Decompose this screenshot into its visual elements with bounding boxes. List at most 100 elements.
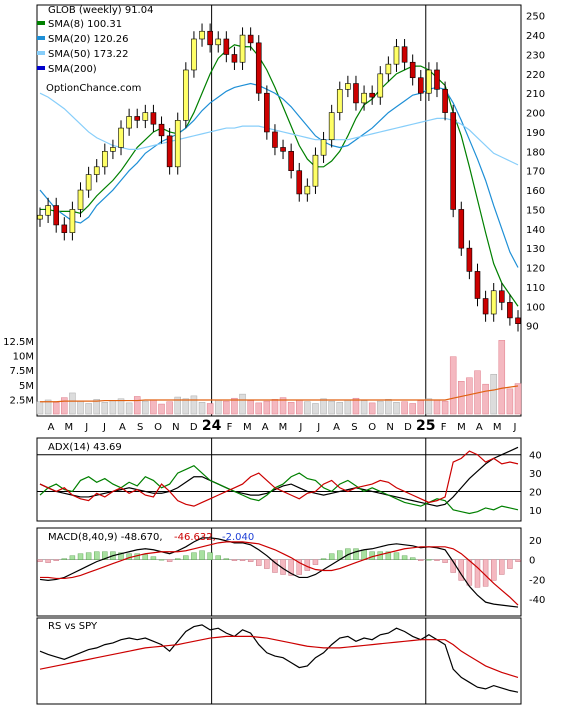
macd-histogram-bar: [272, 559, 278, 573]
candle: [207, 23, 213, 53]
macd-histogram-bar: [175, 558, 181, 560]
candle-down: [458, 209, 465, 249]
volume-bar: [133, 396, 141, 415]
adx-tick-label: 40: [529, 451, 542, 462]
macd-histogram-bar: [158, 559, 165, 561]
macd-histogram-bar: [442, 559, 448, 563]
volume-bar: [125, 402, 133, 415]
volume-bar: [117, 398, 125, 415]
macd-histogram-bar: [150, 556, 157, 560]
macd-histogram-bar: [199, 550, 205, 560]
x-tick-label: N: [386, 422, 393, 433]
candle: [102, 143, 108, 175]
macd-histogram-bar: [320, 558, 327, 560]
volume-bar: [36, 401, 44, 415]
volume-bar: [296, 399, 303, 415]
candle: [361, 85, 367, 111]
candle: [515, 310, 521, 332]
volume-bar: [255, 402, 262, 415]
candle: [409, 54, 416, 86]
macd-histogram-bar: [418, 559, 424, 561]
x-tick-label: F: [227, 422, 233, 433]
macd-histogram-bar: [296, 559, 302, 575]
candle-up: [183, 69, 189, 121]
volume-bar: [44, 399, 52, 415]
macd-histogram-bar: [490, 559, 497, 581]
panel-frames: [36, 4, 522, 705]
price-tick-label: 230: [526, 50, 545, 61]
price-tick-label: 180: [526, 147, 545, 158]
candle-up: [69, 209, 76, 233]
candle-down: [466, 247, 473, 272]
adx-tick-label: 20: [529, 487, 542, 498]
adx-tick-label: 10: [529, 506, 542, 517]
x-tick-label: J: [102, 422, 106, 433]
candle-down: [409, 61, 416, 79]
watermark: OptionChance.com: [46, 83, 141, 94]
macd-histogram-bar: [45, 559, 51, 563]
candle-down: [353, 83, 359, 104]
macd-histogram-bar: [515, 559, 521, 562]
candle: [191, 31, 197, 78]
x-tick-label: A: [476, 422, 483, 433]
x-tick-label: A: [48, 422, 55, 433]
price-tick-label: 190: [526, 128, 545, 139]
x-tick-label: F: [441, 422, 447, 433]
candle-up: [85, 174, 92, 191]
candle: [336, 81, 343, 121]
macd-histogram-bar: [239, 559, 246, 561]
candle-down: [264, 92, 270, 133]
candle: [126, 108, 132, 136]
volume-bar: [336, 402, 344, 415]
volume-bar: [433, 399, 441, 415]
volume-bar: [385, 399, 392, 415]
volume-bar: [490, 373, 497, 415]
candle: [482, 290, 489, 322]
macd-histogram-bar: [215, 555, 221, 560]
macd-histogram-bar: [61, 558, 68, 560]
volume-bar: [377, 400, 384, 415]
candle: [385, 56, 392, 82]
candle-up: [215, 38, 222, 46]
adx-line-di: [39, 450, 519, 507]
candle-up: [126, 116, 132, 129]
rs-title: RS vs SPY: [48, 621, 98, 632]
legend-swatch: [37, 36, 45, 40]
legend-label: SMA(50) 173.22: [48, 49, 129, 60]
volume-tick-label: 7.5M: [9, 366, 34, 377]
x-tick-label: D: [404, 422, 412, 433]
volume-bar: [368, 402, 376, 415]
volume-bar: [247, 400, 254, 415]
macd-histogram-bar: [118, 552, 124, 560]
candle-up: [385, 63, 392, 75]
x-tick-label: J: [513, 422, 517, 433]
volume-bar: [239, 393, 246, 415]
volume-bar: [150, 399, 157, 415]
candle: [328, 104, 335, 148]
candle-up: [93, 166, 100, 175]
volume-bar: [360, 400, 368, 415]
legend-items: SMA(8) 100.31 SMA(20) 120.26 SMA(50) 173.2…: [37, 19, 129, 75]
macd-histogram-bar: [385, 551, 392, 560]
volume-bar: [328, 400, 335, 415]
volume-bar: [61, 397, 68, 415]
price-title: GLOB (weekly) 91.04: [48, 5, 153, 16]
candle: [158, 116, 165, 144]
candle: [288, 143, 294, 179]
x-tick-label: 25: [416, 418, 435, 434]
legend-label: SMA(200): [48, 64, 97, 75]
x-tick-label: 24: [202, 418, 222, 434]
volume-bar: [401, 401, 408, 415]
candle-up: [426, 69, 432, 94]
candle-down: [280, 147, 286, 152]
x-tick-label: N: [172, 422, 179, 433]
x-tick-label: M: [279, 422, 288, 433]
candle: [142, 104, 149, 129]
price-tick-label: 200: [526, 109, 545, 120]
macd-histogram-bar: [361, 549, 367, 560]
volume-bar: [279, 397, 287, 415]
candle: [401, 38, 408, 70]
candle: [312, 147, 319, 194]
candle-up: [191, 38, 197, 71]
volume-bar: [101, 402, 109, 415]
